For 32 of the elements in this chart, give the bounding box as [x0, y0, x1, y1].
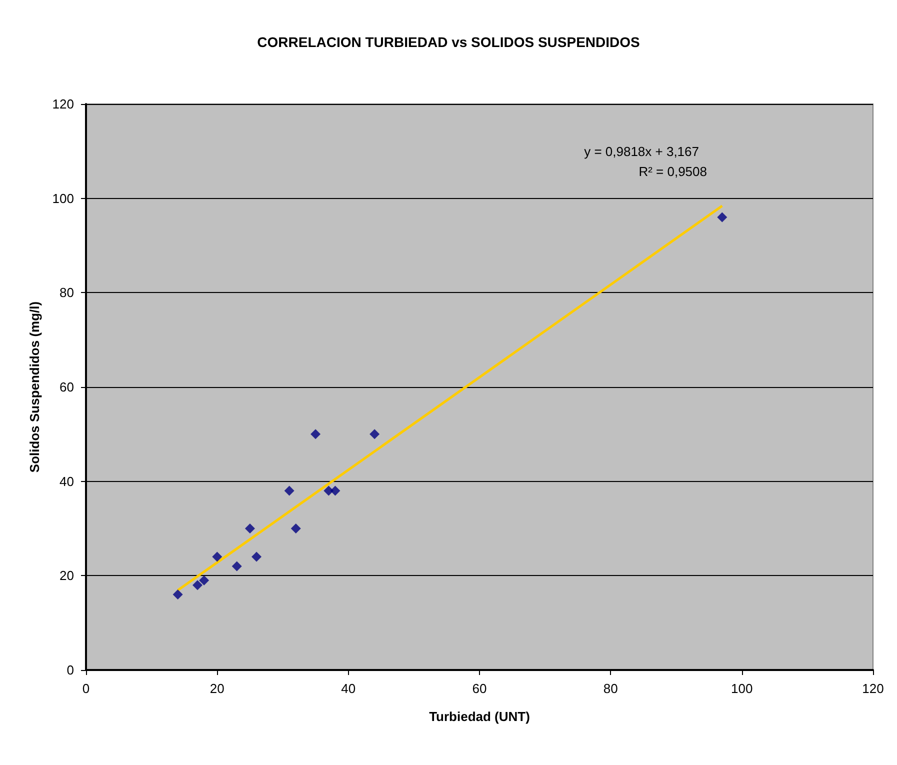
x-tick-label: 20 — [210, 681, 224, 696]
point — [717, 212, 728, 222]
annotation: y = 0,9818x + 3,167 — [584, 144, 700, 159]
x-tick-label: 120 — [862, 681, 884, 696]
point — [310, 429, 321, 440]
annotation: R² = 0,9508 — [638, 164, 708, 179]
point — [172, 590, 183, 600]
chart-title: CORRELACION TURBIEDAD vs SOLIDOS SUSPENDIDOS — [257, 34, 640, 50]
y-tick-label: 0 — [66, 662, 74, 678]
y-tick-label: 100 — [52, 190, 74, 206]
y-tick-label: 20 — [60, 568, 74, 584]
y-tick-label: 60 — [60, 380, 74, 394]
point — [192, 580, 202, 590]
point — [290, 524, 301, 534]
point — [199, 575, 210, 586]
x-tick-label: 80 — [603, 681, 618, 696]
x-tick-label: 40 — [341, 681, 356, 696]
x-tick-label: 60 — [472, 681, 487, 696]
x-tick-label: 0 — [82, 681, 90, 696]
point — [330, 486, 340, 496]
point — [252, 552, 262, 562]
point — [244, 524, 255, 534]
y-tick-label: 120 — [52, 96, 74, 112]
y-tick-label: 80 — [60, 285, 74, 300]
point — [284, 486, 294, 496]
y-tick-label: 40 — [60, 474, 74, 489]
x-tick-label: 100 — [730, 681, 753, 696]
point — [212, 552, 222, 562]
point — [370, 429, 380, 440]
y-axis-title: Solidos Suspendidos (mg/l) — [27, 301, 42, 473]
point — [232, 561, 242, 572]
x-axis-title: Turbiedad (UNT) — [429, 709, 530, 724]
